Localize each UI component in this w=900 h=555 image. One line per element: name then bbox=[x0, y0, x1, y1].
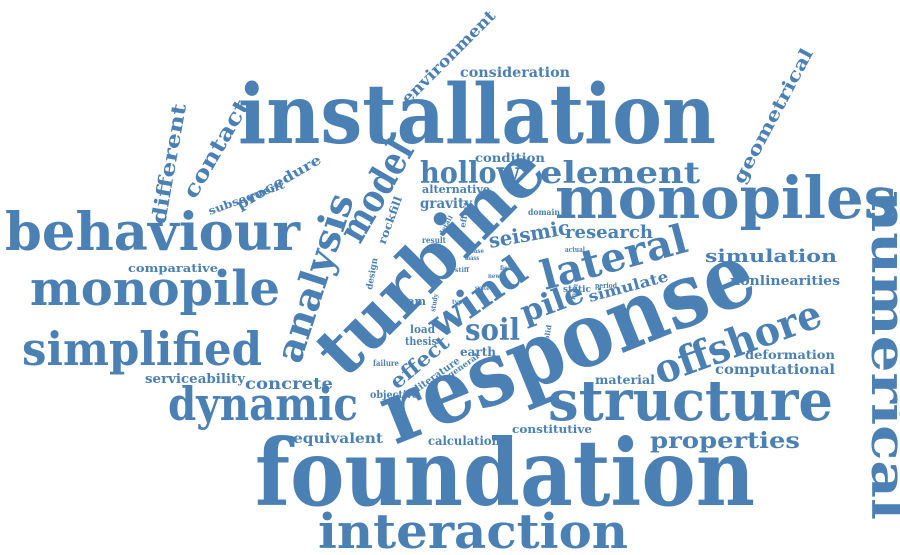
word-serviceability: serviceability bbox=[145, 372, 245, 387]
word-domain: domain bbox=[528, 207, 560, 217]
word-simulation: simulation bbox=[705, 246, 837, 267]
word-material: material bbox=[595, 373, 655, 387]
word-base: base bbox=[470, 248, 484, 255]
word-load: load bbox=[410, 323, 435, 336]
word-structure: structure bbox=[548, 368, 833, 434]
word-period: period bbox=[595, 281, 617, 290]
word-type: type bbox=[452, 299, 466, 306]
word-numerical: numerical bbox=[860, 190, 900, 520]
word-interaction: interaction bbox=[318, 504, 628, 555]
word-alternative: alternative bbox=[422, 183, 490, 196]
word-nonlinearities: nonlinearities bbox=[730, 274, 840, 289]
word-concrete: concrete bbox=[245, 374, 333, 393]
word-hollow: hollow bbox=[420, 156, 521, 191]
word-dynamic: dynamic bbox=[168, 377, 358, 431]
word-installation: installation bbox=[238, 67, 716, 163]
word-objective: objective bbox=[370, 390, 418, 401]
word-computational: computational bbox=[715, 362, 835, 378]
word-behaviour: behaviour bbox=[5, 202, 301, 263]
word-thesis: thesis bbox=[405, 335, 437, 348]
word-properties: properties bbox=[650, 428, 800, 454]
word-monopile: monopile bbox=[30, 261, 280, 317]
word-monopiles: monopiles bbox=[555, 164, 897, 232]
word-failure: failure bbox=[373, 358, 399, 368]
word-static: static bbox=[563, 285, 592, 295]
word-simplified: simplified bbox=[22, 322, 262, 376]
word-foundation: foundation bbox=[255, 419, 755, 527]
word-form: form bbox=[568, 283, 580, 301]
word-effort: effort bbox=[457, 201, 471, 229]
word-calculation: calculation bbox=[428, 434, 500, 448]
word-mass: mass bbox=[465, 255, 480, 262]
word-research: research bbox=[565, 222, 653, 243]
word-stiff: stiff bbox=[455, 267, 470, 274]
word-new: new bbox=[488, 273, 501, 280]
word-consideration: consideration bbox=[460, 65, 570, 81]
word-study: study bbox=[428, 292, 440, 312]
word-condition: condition bbox=[475, 151, 545, 165]
word-deformation: deformation bbox=[745, 348, 835, 362]
word-constitutive: constitutive bbox=[512, 423, 592, 436]
word-gravity: gravity bbox=[420, 196, 473, 212]
word-field: field bbox=[500, 265, 515, 272]
word-soil: soil bbox=[465, 313, 520, 348]
word-solid: solid bbox=[541, 324, 553, 345]
word-element: element bbox=[540, 156, 700, 191]
word-system: system bbox=[475, 285, 496, 292]
word-dam: dam bbox=[400, 295, 426, 308]
word-comparative: comparative bbox=[128, 262, 218, 275]
word-result: result bbox=[422, 235, 446, 245]
word-equivalent: equivalent bbox=[293, 431, 384, 447]
word-earth: earth bbox=[460, 345, 496, 359]
word-actual: actual bbox=[565, 245, 585, 254]
